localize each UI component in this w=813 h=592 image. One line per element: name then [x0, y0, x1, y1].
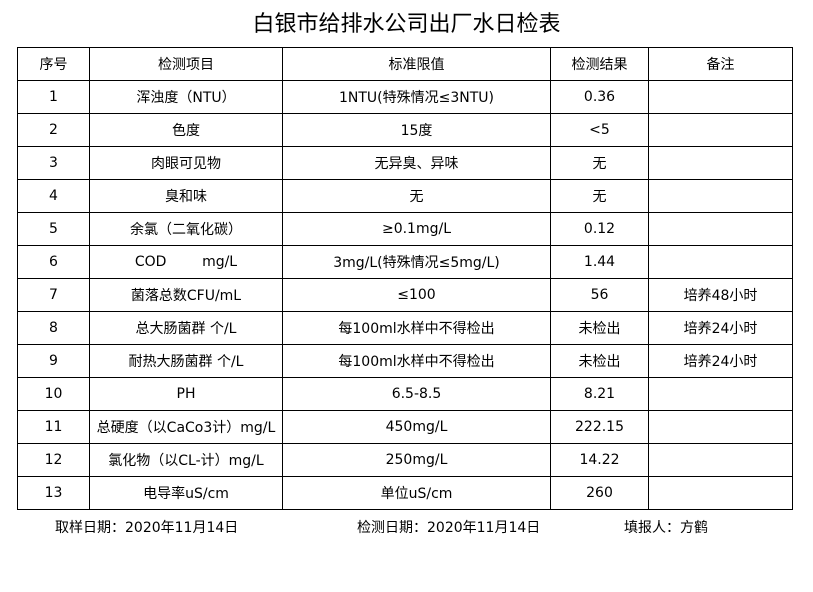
table-cell: 耐热大肠菌群 个/L	[89, 344, 283, 378]
table-cell: ≥0.1mg/L	[282, 212, 551, 246]
table-cell: ≤100	[282, 278, 551, 312]
table-cell: 余氯（二氧化碳）	[89, 212, 283, 246]
table-cell: 56	[550, 278, 649, 312]
title: 白银市给排水公司出厂水日检表	[252, 12, 561, 37]
table-cell: 12	[17, 443, 90, 477]
table-cell: 260	[550, 476, 649, 510]
table-row: 7 菌落总数CFU/mL ≤100 56 培养48小时	[17, 278, 793, 312]
table-cell: 8.21	[550, 377, 649, 411]
table-cell: 总硬度（以CaCo3计）mg/L	[89, 410, 283, 444]
table-row: 8 总大肠菌群 个/L 每100ml水样中不得检出 未检出 培养24小时	[17, 311, 793, 345]
table-cell: 无	[282, 179, 551, 213]
column-header: 检测结果	[550, 47, 649, 81]
table-cell: 菌落总数CFU/mL	[89, 278, 283, 312]
table-row: 4 臭和味无无	[17, 179, 793, 213]
table-cell: 臭和味	[89, 179, 283, 213]
table-cell: 11	[17, 410, 90, 444]
table-cell: COD mg/L	[89, 245, 283, 279]
table-cell	[648, 377, 793, 411]
table-row: 2 色度 15度 <5	[17, 113, 793, 147]
table-cell: 9	[17, 344, 90, 378]
sample-date: 取样日期：2020年11月14日	[55, 520, 239, 536]
table-cell: 3	[17, 146, 90, 180]
table-cell: 未检出	[550, 311, 649, 345]
table-row: 10 PH 6.5-8.5 8.21	[17, 377, 793, 411]
table-row: 11 总硬度（以CaCo3计）mg/L 450mg/L 222.15	[17, 410, 793, 444]
table-cell: 每100ml水样中不得检出	[282, 311, 551, 345]
table-cell: 培养48小时	[648, 278, 793, 312]
table-cell: 培养24小时	[648, 344, 793, 378]
table-cell: 6.5-8.5	[282, 377, 551, 411]
table-cell: 单位uS/cm	[282, 476, 551, 510]
table-cell: 2	[17, 113, 90, 147]
header-row: 序号 检测项目 标准限值 检测结果 备注	[17, 47, 793, 81]
column-header: 备注	[648, 47, 793, 81]
table-cell: 浑浊度（NTU）	[89, 80, 283, 114]
table-cell: 肉眼可见物	[89, 146, 283, 180]
table-cell	[648, 410, 793, 444]
table-cell: 1.44	[550, 245, 649, 279]
table-cell: 总大肠菌群 个/L	[89, 311, 283, 345]
table-cell: 222.15	[550, 410, 649, 444]
table-cell: 无异臭、异味	[282, 146, 551, 180]
table-cell: PH	[89, 377, 283, 411]
table-cell: 15度	[282, 113, 551, 147]
table-cell: 14.22	[550, 443, 649, 477]
table-cell: 电导率uS/cm	[89, 476, 283, 510]
table-cell: 5	[17, 212, 90, 246]
table-cell: 无	[550, 179, 649, 213]
column-header: 检测项目	[89, 47, 283, 81]
table-cell: 250mg/L	[282, 443, 551, 477]
reporter: 填报人：方鹤	[624, 520, 708, 536]
table-cell: 7	[17, 278, 90, 312]
table-row: 5 余氯（二氧化碳） ≥0.1mg/L 0.12	[17, 212, 793, 246]
table-cell: 1	[17, 80, 90, 114]
test-date: 检测日期：2020年11月14日	[357, 520, 541, 536]
table-row: 1 浑浊度（NTU） 1NTU(特殊情况≤3NTU) 0.36	[17, 80, 793, 114]
table-cell: 3mg/L(特殊情况≤5mg/L)	[282, 245, 551, 279]
table-cell: 无	[550, 146, 649, 180]
table-row: 9 耐热大肠菌群 个/L 每100ml水样中不得检出 未检出 培养24小时	[17, 344, 793, 378]
table-cell	[648, 80, 793, 114]
table-row: 6 COD mg/L 3mg/L(特殊情况≤5mg/L) 1.44	[17, 245, 793, 279]
table-cell: 未检出	[550, 344, 649, 378]
table-cell: 每100ml水样中不得检出	[282, 344, 551, 378]
table-cell: 4	[17, 179, 90, 213]
table-cell	[648, 245, 793, 279]
table-cell: 13	[17, 476, 90, 510]
table-cell: 6	[17, 245, 90, 279]
column-header: 序号	[17, 47, 90, 81]
table-cell	[648, 146, 793, 180]
table-cell: 培养24小时	[648, 311, 793, 345]
table-cell	[648, 179, 793, 213]
table-cell: 氯化物（以CL-计）mg/L	[89, 443, 283, 477]
table-cell: 色度	[89, 113, 283, 147]
table-cell: 10	[17, 377, 90, 411]
table-cell: 8	[17, 311, 90, 345]
table-cell	[648, 476, 793, 510]
table-row: 12 氯化物（以CL-计）mg/L 250mg/L 14.22	[17, 443, 793, 477]
table-row: 13 电导率uS/cm 单位uS/cm 260	[17, 476, 793, 510]
table-cell	[648, 113, 793, 147]
table-row: 3 肉眼可见物 无异臭、异味无	[17, 146, 793, 180]
table-cell: 1NTU(特殊情况≤3NTU)	[282, 80, 551, 114]
table-cell: 450mg/L	[282, 410, 551, 444]
table-cell	[648, 443, 793, 477]
table-cell: <5	[550, 113, 649, 147]
table-cell: 0.12	[550, 212, 649, 246]
inspection-table: 序号 检测项目 标准限值 检测结果 备注 1 浑浊度（NTU） 1NTU(特殊情况≤3NTU)…	[17, 47, 793, 510]
column-header: 标准限值	[282, 47, 551, 81]
table-cell: 0.36	[550, 80, 649, 114]
table-cell	[648, 212, 793, 246]
